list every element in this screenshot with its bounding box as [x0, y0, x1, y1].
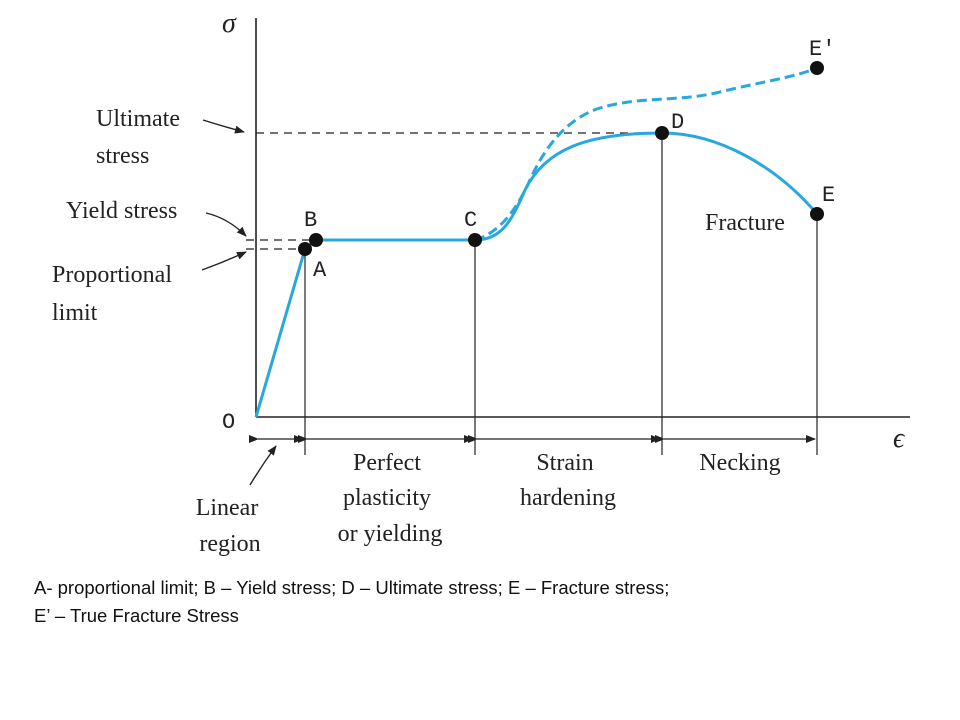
proportional-limit-label: Proportional limit [52, 262, 178, 326]
yield-stress-leader [205, 212, 247, 237]
caption-line-1: A- proportional limit; B – Yield stress;… [34, 577, 670, 598]
point-b-label: B [304, 208, 317, 233]
point-a-marker [298, 242, 312, 256]
y-axis-symbol: σ [222, 8, 237, 39]
yield-stress-label: Yield stress [66, 198, 177, 224]
perfect-plasticity-label: Perfect plasticity or yielding [338, 450, 443, 547]
ultimate-stress-label: Ultimate stress [96, 106, 186, 169]
figure-caption: A- proportional limit; B – Yield stress;… [34, 574, 934, 630]
proportional-limit-leader [201, 251, 247, 271]
ultimate-stress-leader [202, 119, 245, 134]
origin-label: O [222, 410, 235, 435]
point-e-prime-label: E' [809, 37, 835, 62]
strain-hardening-label: Strain hardening [520, 450, 616, 511]
linear-region-leader [249, 445, 277, 486]
point-c-marker [468, 233, 482, 247]
fracture-label: Fracture [705, 210, 785, 236]
necking-label: Necking [699, 450, 780, 476]
point-e-label: E [822, 183, 835, 208]
linear-region-label: Linear region [196, 495, 265, 557]
point-e-marker [810, 207, 824, 221]
stress-strain-diagram: σ ϵ O A B C D E E' Ultimate stress Yield… [52, 8, 910, 557]
point-c-label: C [464, 208, 477, 233]
point-d-label: D [671, 110, 684, 135]
caption-line-2: E’ – True Fracture Stress [34, 605, 239, 626]
point-b-marker [309, 233, 323, 247]
point-d-marker [655, 126, 669, 140]
engineering-stress-curve [254, 131, 819, 418]
x-axis-symbol: ϵ [893, 423, 906, 454]
point-a-label: A [313, 258, 327, 283]
point-e-prime-marker [810, 61, 824, 75]
